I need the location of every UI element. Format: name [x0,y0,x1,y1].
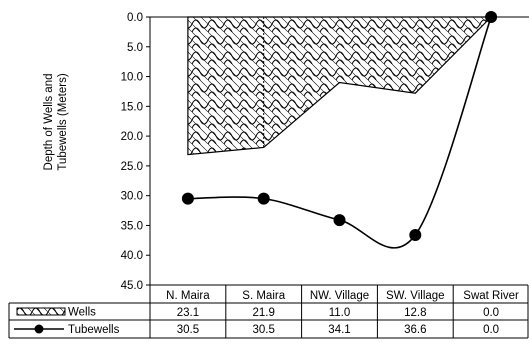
wells-value-label: 11.0 [329,307,351,319]
wells-value-label: 12.8 [404,307,426,319]
tubewells-line [187,16,492,249]
wells-area [187,16,493,156]
wells-legend-label: Wells [68,307,96,319]
category-label: N. Maira [166,290,210,302]
wells-value-label: 23.1 [177,307,199,319]
tubewells-point [181,192,194,205]
y-axis: 0.0 5.0 10.0 15.0 20.0 25.0 30.0 35.0 40.0 45.0 [121,12,529,292]
y-tick-label: 40.0 [121,250,143,262]
category-label: SW. Village [386,290,445,302]
y-axis-label-line2: Tubewells (Meters) [57,73,69,171]
tubewells-value-label: 30.5 [253,324,275,336]
tubewells-value-label: 0.0 [483,324,499,336]
wells-value-label: 21.9 [253,307,275,319]
tubewells-point [257,192,270,205]
y-tick-label: 20.0 [121,131,143,143]
tubewells-legend-label: Tubewells [68,324,120,336]
y-tick-label: 45.0 [121,280,143,292]
y-axis-label-line1: Depth of Wells and [43,74,55,171]
y-tick-label: 0.0 [127,12,143,24]
category-label: S. Maira [242,290,285,302]
category-label: NW. Village [310,290,369,302]
wells-value-label: 0.0 [483,307,499,319]
y-tick-label: 25.0 [121,161,143,173]
wells-legend-key [16,307,66,316]
category-label: Swat River [463,290,519,302]
plot-area [181,11,498,249]
y-tick-label: 5.0 [127,42,143,54]
tubewells-point [333,214,346,227]
data-table: N. Maira S. Maira NW. Village SW. Village Sw… [8,284,529,339]
tubewells-value-label: 36.6 [404,324,426,336]
tubewells-value-label: 30.5 [177,324,199,336]
y-tick-label: 30.0 [121,191,143,203]
y-tick-label: 35.0 [121,220,143,232]
tubewells-value-label: 34.1 [328,324,350,336]
y-tick-label: 10.0 [121,72,143,84]
tubewells-legend-marker [34,324,44,334]
y-tick-label: 15.0 [121,101,143,113]
tubewells-point [409,228,422,241]
